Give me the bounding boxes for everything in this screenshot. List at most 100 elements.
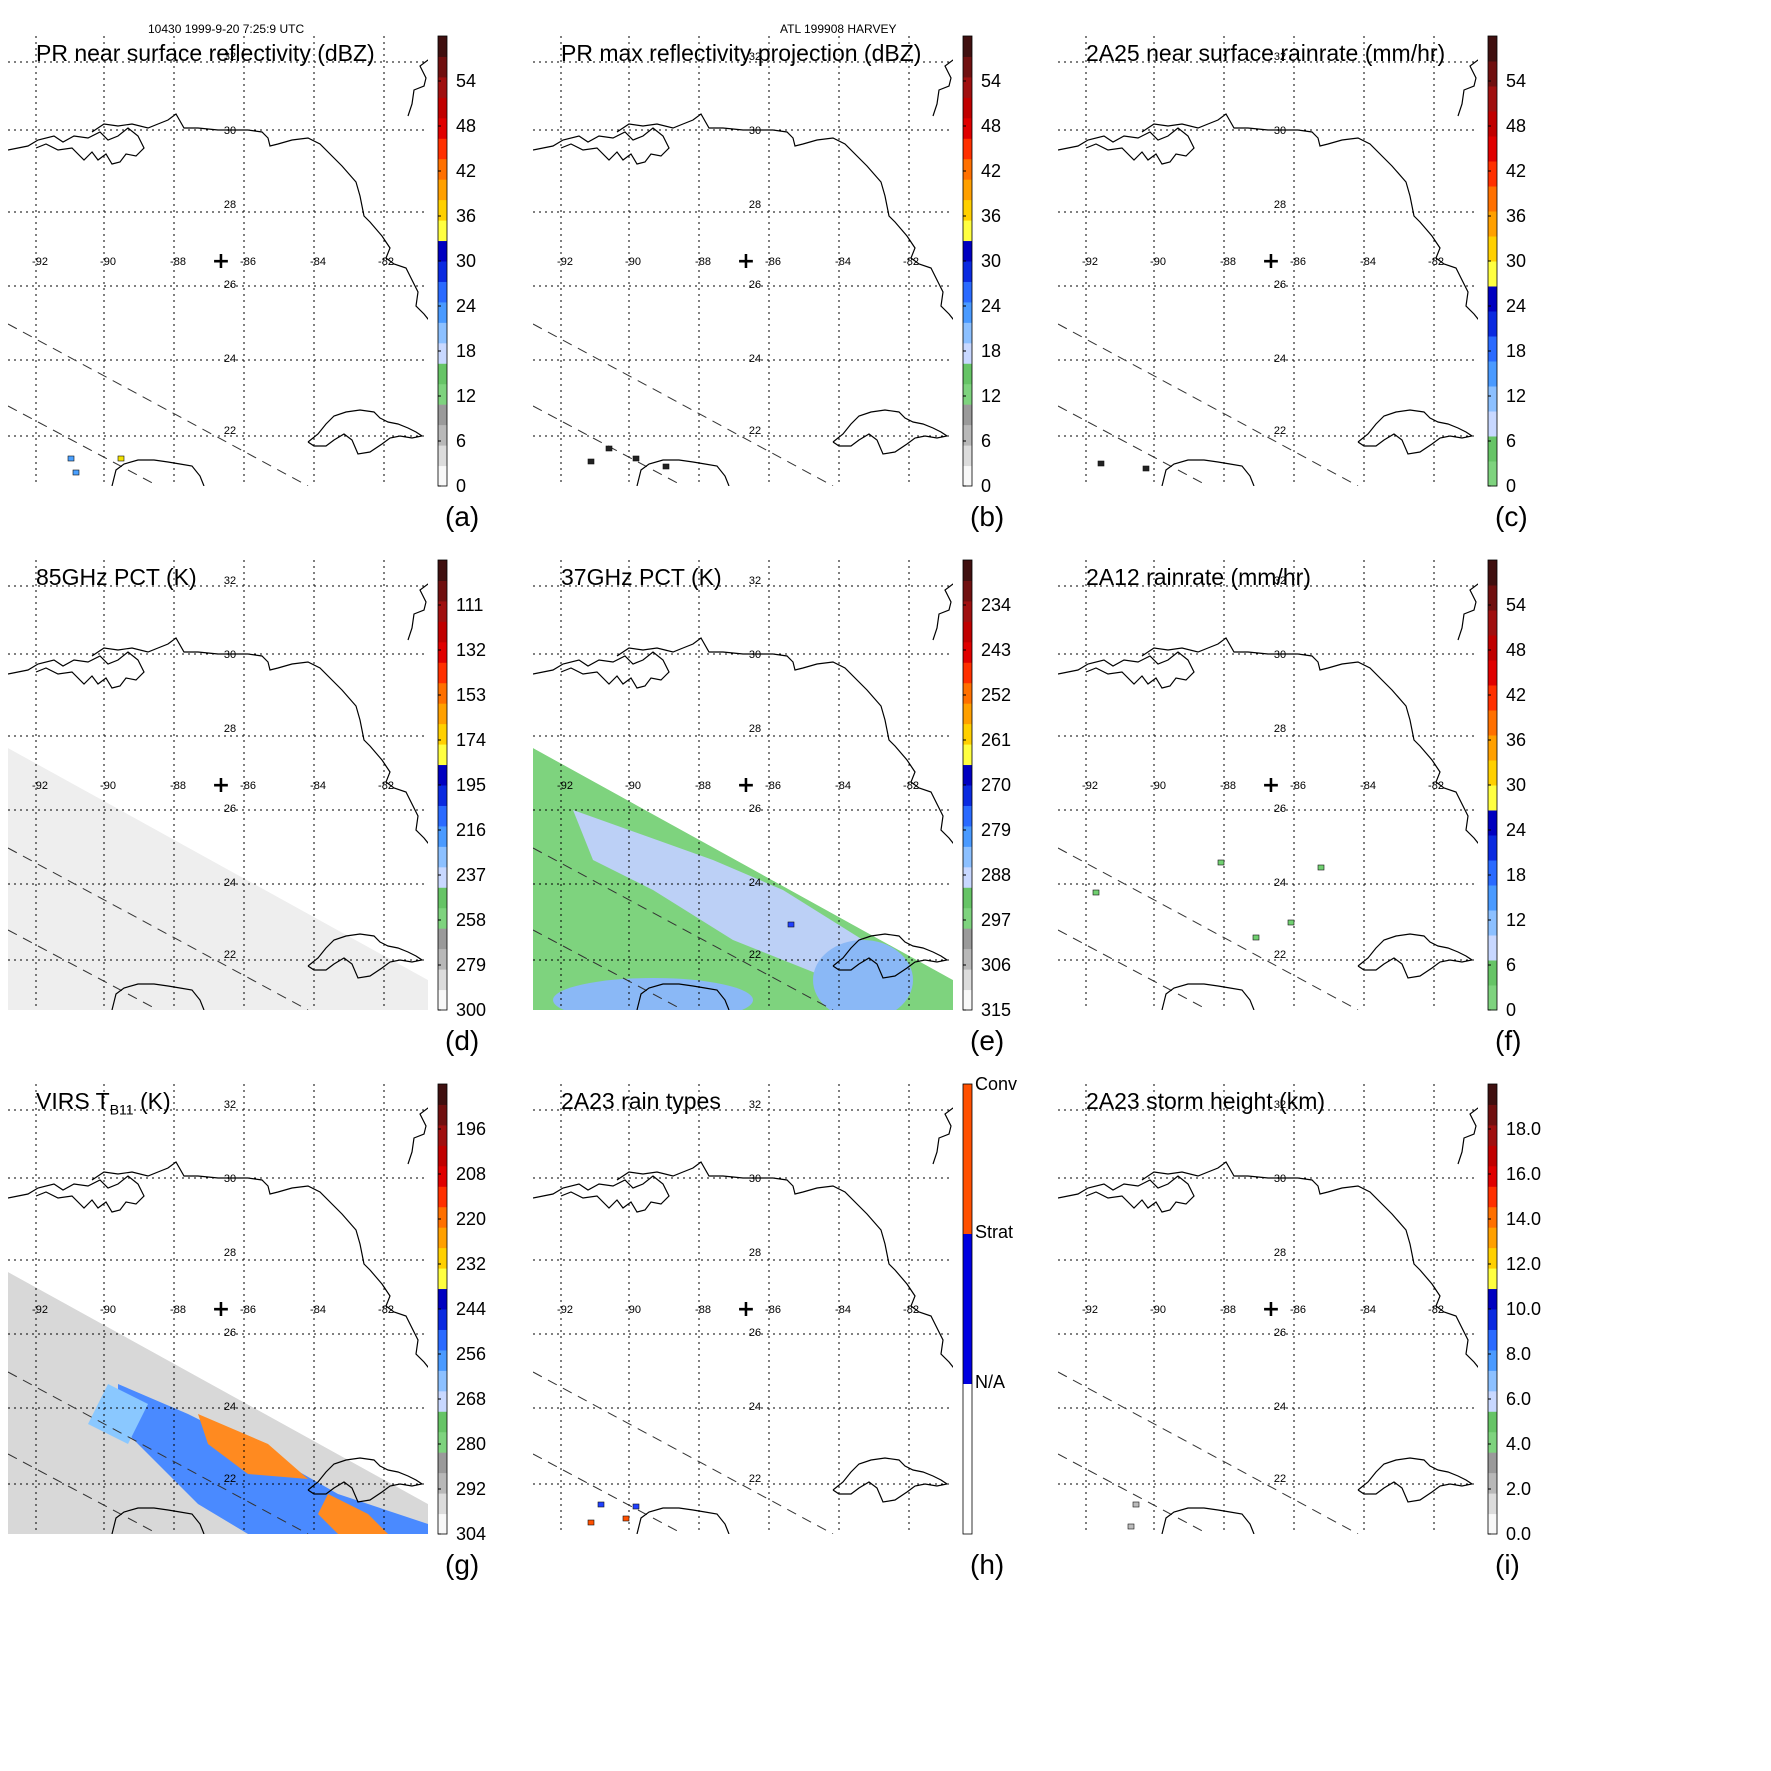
coastline — [308, 410, 422, 454]
colorbar-segment — [438, 908, 447, 929]
pr-swath-edge — [533, 324, 833, 486]
colorbar-segment — [1488, 1514, 1497, 1535]
colorbar-label: 30 — [456, 251, 476, 271]
colorbar-segment — [963, 179, 972, 200]
colorbar-segment — [963, 322, 972, 343]
header-storm-name: ATL 199908 HARVEY — [780, 22, 897, 36]
colorbar-segment — [1488, 86, 1497, 112]
colorbar-label: 4.0 — [1506, 1434, 1531, 1454]
colorbar-label: 6 — [1506, 431, 1516, 451]
colorbar-segment — [963, 97, 972, 118]
colorbar-segment — [438, 1411, 447, 1432]
colorbar-segment — [1488, 36, 1497, 62]
colorbar-segment — [963, 580, 972, 601]
colorbar-segment — [963, 159, 972, 180]
map-panel-g: -92 -90 -88 -86 -84 -82 32 30 28 26 24 22 +304 292 280… — [8, 1084, 608, 1644]
lat-tick-label: 22 — [749, 425, 761, 437]
panel-title: VIRS TB11 (K) — [36, 1088, 171, 1118]
colorbar-segment — [438, 1309, 447, 1330]
coastline — [637, 1508, 729, 1534]
map-plot: -92 -90 -88 -86 -84 -82323028262422+315306297… — [533, 560, 1053, 1030]
colorbar-segment — [1488, 236, 1497, 262]
lon-tick-label: -90 — [1150, 1304, 1166, 1316]
colorbar-segment — [438, 56, 447, 77]
colorbar-label: 8.0 — [1506, 1344, 1531, 1364]
panel-letter: (f) — [1495, 1025, 1521, 1057]
colorbar-label: 16.0 — [1506, 1164, 1541, 1184]
colorbar-label: 6 — [456, 431, 466, 451]
lat-tick-label: 30 — [1274, 649, 1286, 661]
colorbar-segment — [438, 343, 447, 364]
map-panel-h: -92 -90 -88 -86 -84 -82 32 30 28 26 24 22 + N/A Strat C… — [533, 1084, 1133, 1644]
lon-tick-label: -88 — [1220, 1304, 1236, 1316]
colorbar-segment — [1488, 660, 1497, 686]
colorbar: 304292280268256244232220208196 — [438, 1084, 486, 1544]
lat-tick-label: 26 — [1274, 1327, 1286, 1339]
lon-tick-label: -84 — [835, 256, 851, 268]
colorbar-label: 54 — [456, 71, 476, 91]
lon-tick-label: -82 — [1428, 780, 1444, 792]
colorbar-segment — [438, 1289, 447, 1310]
lat-tick-label: 30 — [749, 649, 761, 661]
colorbar-segment — [438, 404, 447, 425]
colorbar-segment — [963, 363, 972, 384]
lon-tick-label: -84 — [1360, 1304, 1376, 1316]
colorbar-segment — [1488, 735, 1497, 761]
coastline — [1142, 114, 1490, 328]
colorbar-segment — [1488, 61, 1497, 87]
colorbar-segment — [963, 724, 972, 745]
lat-tick-label: 30 — [749, 1173, 761, 1185]
colorbar-segment — [1488, 111, 1497, 137]
rain-echo — [588, 1520, 594, 1525]
colorbar-segment — [963, 138, 972, 159]
colorbar-segment — [1488, 1125, 1497, 1146]
map-plot: -92 -90 -88 -86 -84 -82323028262422+N/AStratC… — [533, 1084, 1053, 1554]
colorbar-label: 132 — [456, 640, 486, 660]
storm-center-marker: + — [212, 773, 230, 798]
colorbar-segment — [438, 220, 447, 241]
colorbar-label: 244 — [456, 1299, 486, 1319]
colorbar-segment — [963, 302, 972, 323]
colorbar-label: 216 — [456, 820, 486, 840]
colorbar: N/AStratConv — [963, 1074, 1017, 1534]
colorbar-segment — [1488, 1145, 1497, 1166]
colorbar-segment — [963, 1234, 972, 1384]
rain-echo — [598, 1502, 604, 1507]
rain-echo — [893, 1048, 899, 1053]
colorbar-label: 0.0 — [1506, 1524, 1531, 1544]
colorbar-segment — [438, 867, 447, 888]
lon-tick-label: -90 — [1150, 780, 1166, 792]
lon-tick-label: -84 — [835, 1304, 851, 1316]
lat-tick-label: 26 — [749, 279, 761, 291]
colorbar-label: 304 — [456, 1524, 486, 1544]
colorbar: 061218243036424854 — [963, 36, 1001, 496]
storm-center-marker: + — [212, 1297, 230, 1322]
colorbar-label: 220 — [456, 1209, 486, 1229]
lat-tick-label: 30 — [749, 125, 761, 137]
coastline — [833, 410, 947, 454]
colorbar-label: 36 — [1506, 206, 1526, 226]
colorbar-label: 315 — [981, 1000, 1011, 1020]
panel-letter: (c) — [1495, 501, 1528, 533]
colorbar-label: 30 — [981, 251, 1001, 271]
colorbar-segment — [438, 97, 447, 118]
colorbar-label: 252 — [981, 685, 1011, 705]
lon-tick-label: -86 — [765, 780, 781, 792]
colorbar-segment — [438, 1166, 447, 1187]
rain-echo — [1318, 865, 1324, 870]
colorbar-segment — [963, 404, 972, 425]
colorbar-label: 0 — [1506, 476, 1516, 496]
colorbar-segment — [438, 1370, 447, 1391]
colorbar-segment — [1488, 136, 1497, 162]
colorbar-segment — [963, 744, 972, 765]
colorbar-segment — [438, 1145, 447, 1166]
colorbar: 300279258237216195174153132111 — [438, 560, 486, 1020]
map-plot: -92 -90 -88 -86 -84 -82323028262422+304292280… — [8, 1084, 528, 1554]
lon-tick-label: -90 — [1150, 256, 1166, 268]
colorbar-segment — [438, 601, 447, 622]
panel-letter: (e) — [970, 1025, 1004, 1057]
lat-tick-label: 30 — [224, 1173, 236, 1185]
lat-tick-label: 24 — [224, 877, 236, 889]
lon-tick-label: -92 — [32, 780, 48, 792]
colorbar-segment — [1488, 211, 1497, 237]
